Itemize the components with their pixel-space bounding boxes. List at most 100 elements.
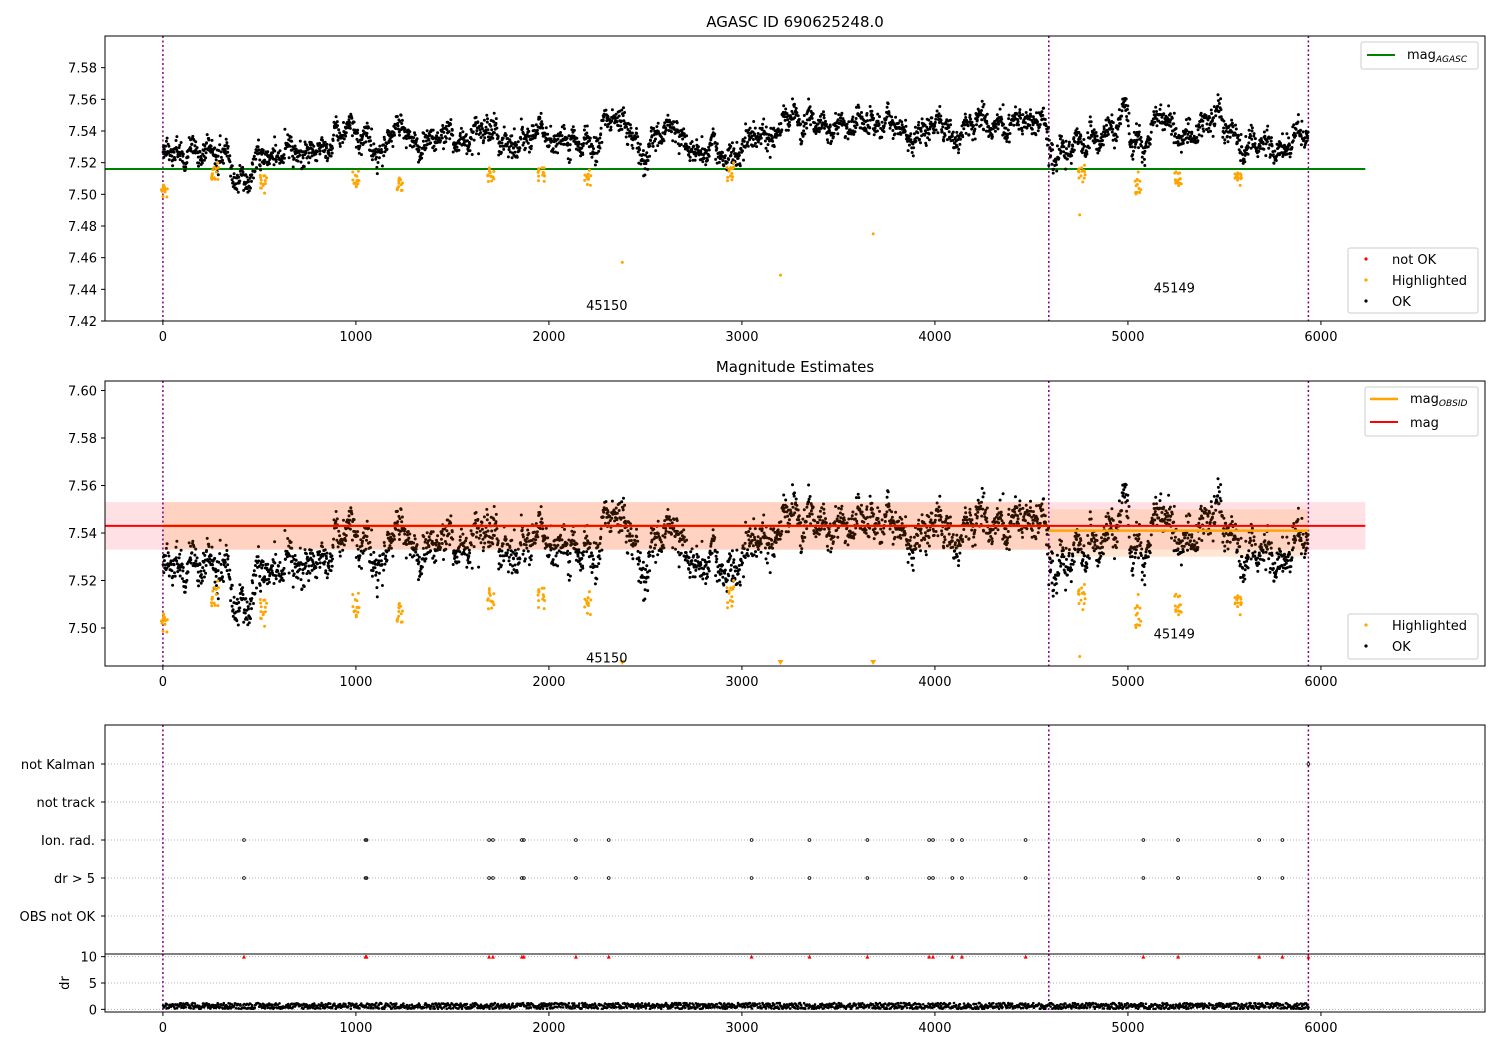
ok-point <box>485 507 489 511</box>
ok-point <box>733 569 737 573</box>
ok-point <box>805 118 809 122</box>
ok-point <box>521 552 525 556</box>
ok-point <box>434 148 438 151</box>
ok-point <box>809 123 813 127</box>
ok-point <box>752 144 756 148</box>
ok-point <box>1120 114 1124 118</box>
ok-point <box>288 554 292 558</box>
ok-point <box>1137 130 1141 134</box>
ok-point <box>451 537 455 541</box>
ok-point <box>753 527 757 531</box>
ok-point <box>591 554 594 558</box>
ok-point <box>521 535 525 539</box>
ok-point <box>1124 97 1128 101</box>
ok-point <box>656 121 660 125</box>
ok-point <box>1162 112 1166 116</box>
ok-point <box>836 125 840 129</box>
ok-point <box>173 574 177 578</box>
ok-point <box>1079 134 1083 138</box>
ok-point <box>348 518 352 522</box>
ok-point <box>842 120 846 124</box>
ok-point <box>1064 139 1068 143</box>
ok-point <box>444 547 448 551</box>
ok-point <box>1119 122 1123 126</box>
ok-point <box>232 172 236 176</box>
ok-point <box>490 128 494 132</box>
ok-point <box>822 113 826 117</box>
ok-point <box>415 137 419 141</box>
ok-point <box>464 133 468 137</box>
ok-point <box>276 569 280 573</box>
ok-point <box>318 152 322 156</box>
ok-point <box>1121 103 1125 106</box>
ok-point <box>707 569 711 573</box>
ok-point <box>170 569 174 573</box>
ok-point <box>654 543 657 547</box>
highlighted-point <box>730 178 734 182</box>
ok-point <box>801 134 805 138</box>
ok-point <box>495 126 499 130</box>
ok-point <box>350 116 354 120</box>
ok-point <box>676 550 680 554</box>
ok-point <box>688 575 692 579</box>
ok-point <box>1286 147 1290 151</box>
ok-point <box>695 544 699 548</box>
ok-point <box>996 127 1000 131</box>
ok-point <box>314 566 318 570</box>
ok-point <box>603 521 607 525</box>
ok-point <box>1036 120 1039 124</box>
ok-point <box>326 572 330 576</box>
ok-point <box>494 117 498 121</box>
ok-point <box>1303 136 1307 140</box>
ok-point <box>228 154 232 158</box>
ok-point <box>559 131 563 134</box>
ok-point <box>975 123 978 127</box>
highlighted-point <box>357 179 361 183</box>
ok-point <box>549 543 553 547</box>
ok-point <box>170 154 174 158</box>
ok-point <box>1294 127 1298 131</box>
ok-point <box>228 568 232 572</box>
ok-point <box>171 583 175 587</box>
ok-point <box>230 583 234 587</box>
ok-point <box>492 111 496 115</box>
ok-point <box>696 555 700 559</box>
ok-point <box>227 572 231 576</box>
ok-point <box>519 543 523 547</box>
ok-point <box>589 152 593 156</box>
ok-point <box>1143 164 1147 167</box>
ok-point <box>1151 123 1155 127</box>
ok-point <box>449 118 453 122</box>
ok-point <box>688 571 692 574</box>
ok-point <box>195 556 199 560</box>
ok-point <box>371 569 375 573</box>
ok-point <box>1083 144 1087 148</box>
ok-point <box>464 536 468 540</box>
ok-point <box>1261 142 1265 146</box>
ok-point <box>164 144 168 148</box>
ok-point <box>161 150 165 154</box>
ok-point <box>855 123 859 127</box>
ok-point <box>700 539 704 543</box>
ok-point <box>598 542 602 545</box>
ok-point <box>919 141 922 145</box>
ok-point <box>237 601 241 604</box>
ok-point <box>1017 123 1020 127</box>
ok-point <box>474 511 478 514</box>
ok-point <box>326 156 330 160</box>
ok-point <box>631 557 635 561</box>
ok-point <box>479 541 483 545</box>
ok-point <box>488 521 492 525</box>
ok-point <box>1087 146 1091 150</box>
ok-point <box>389 139 393 143</box>
ok-point <box>1219 108 1223 112</box>
ok-point <box>987 124 990 128</box>
ok-point <box>221 575 224 579</box>
ok-point <box>637 556 641 560</box>
ok-point <box>868 118 872 122</box>
ok-point <box>1222 131 1226 135</box>
ok-point <box>790 109 794 113</box>
ok-point <box>814 132 818 135</box>
ok-point <box>593 151 597 155</box>
ok-point <box>663 532 667 536</box>
